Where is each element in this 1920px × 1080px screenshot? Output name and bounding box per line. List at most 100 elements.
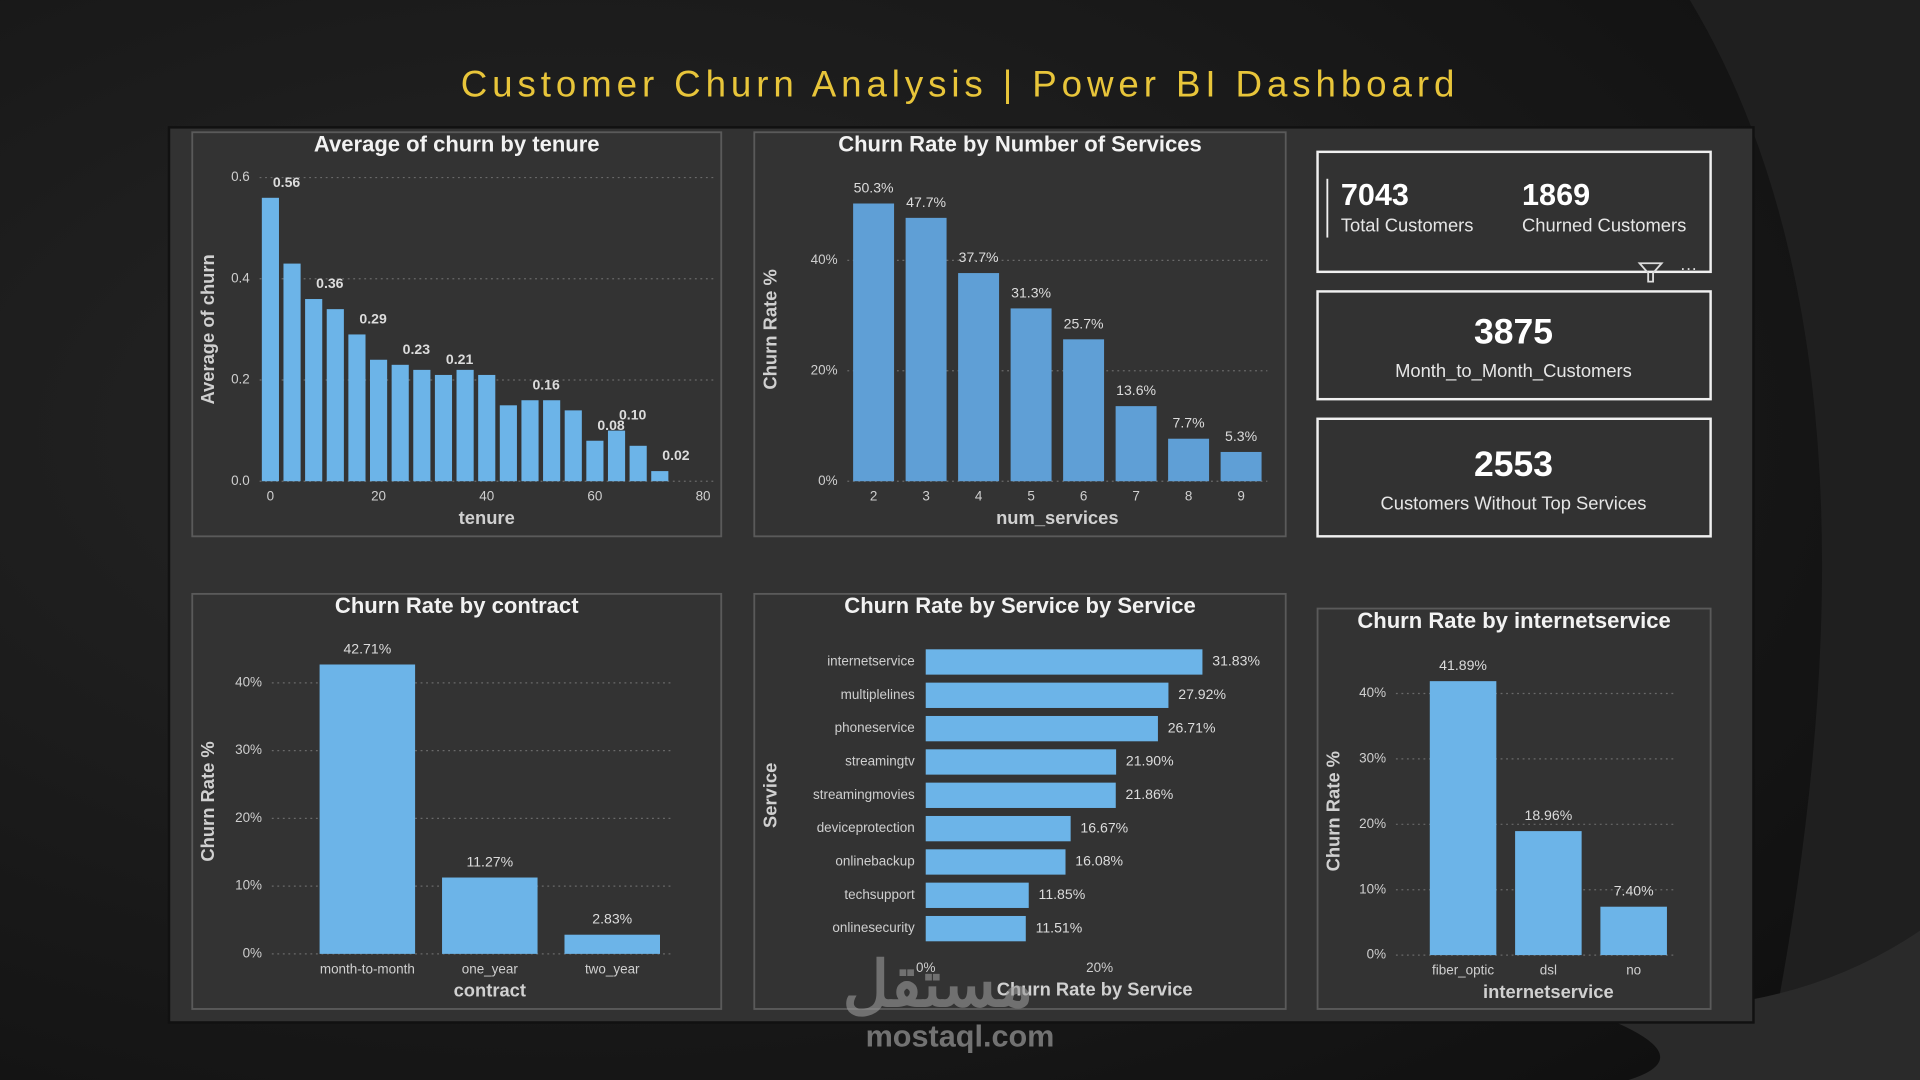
y-tick-label: 0%: [243, 945, 262, 960]
bar: [348, 334, 366, 482]
bar: [413, 369, 431, 482]
data-label: 31.83%: [1212, 653, 1260, 669]
data-label: 42.71%: [343, 641, 391, 657]
y-tick-label: streamingtv: [845, 754, 915, 769]
data-label: 11.27%: [466, 854, 513, 870]
data-label: 0.08: [597, 417, 625, 433]
bar: [442, 877, 538, 954]
data-label: 25.7%: [1064, 315, 1104, 331]
bar: [370, 359, 388, 482]
bar: [629, 445, 647, 482]
kpi-label: Churned Customers: [1522, 214, 1686, 235]
data-label: 0.02: [662, 447, 690, 463]
data-label: 50.3%: [854, 180, 894, 196]
x-tick-label: 9: [1237, 489, 1244, 504]
bar: [283, 263, 301, 482]
kpi-card: [1316, 417, 1712, 538]
x-axis-title: tenure: [459, 507, 515, 528]
x-tick-label: 6: [1080, 489, 1087, 504]
bar: [499, 405, 517, 482]
data-label: 0.23: [403, 341, 431, 357]
kpi-value: 1869: [1522, 178, 1590, 212]
y-tick-label: 0%: [818, 473, 837, 488]
kpi-label: Month_to_Month_Customers: [1395, 360, 1632, 382]
kpi-label: Total Customers: [1341, 214, 1474, 235]
data-label: 2.83%: [592, 911, 632, 927]
background-swoosh: [1689, 0, 1920, 1080]
y-tick-label: 0.2: [231, 372, 250, 387]
bar: [958, 273, 1000, 482]
bar: [925, 715, 1158, 742]
bar: [586, 440, 604, 482]
bar: [925, 882, 1029, 908]
y-tick-label: internetservice: [827, 654, 914, 669]
data-label: 0.29: [359, 310, 387, 326]
y-tick-label: 20%: [1359, 816, 1386, 831]
page-title: Customer Churn Analysis | Power BI Dashb…: [461, 64, 1460, 105]
x-axis-title: num_services: [996, 507, 1118, 528]
data-label: 5.3%: [1225, 428, 1258, 444]
x-tick-label: 2: [870, 489, 877, 504]
data-label: 7.7%: [1173, 415, 1206, 431]
bar: [1220, 451, 1262, 482]
bar: [434, 374, 453, 482]
data-label: 27.92%: [1178, 686, 1226, 702]
bar: [478, 374, 496, 482]
y-tick-label: 0%: [1367, 947, 1386, 962]
data-label: 13.6%: [1116, 382, 1156, 398]
bar: [1010, 308, 1052, 482]
data-label: 16.08%: [1075, 853, 1123, 869]
y-tick-label: 40%: [1359, 685, 1386, 700]
kpi-value: 7043: [1341, 178, 1409, 212]
bar: [925, 815, 1071, 842]
bar: [607, 430, 626, 482]
bar: [261, 197, 279, 482]
bar: [521, 400, 539, 482]
kpi-card: [1316, 290, 1712, 401]
data-label: 0.16: [532, 376, 560, 392]
y-tick-label: 10%: [235, 878, 262, 893]
y-tick-label: 30%: [235, 742, 262, 757]
bar: [1600, 906, 1667, 956]
bar: [925, 649, 1203, 675]
more-options[interactable]: ···: [1680, 258, 1697, 278]
y-tick-label: 0.6: [231, 169, 250, 184]
data-label: 41.89%: [1439, 657, 1487, 673]
data-label: 16.67%: [1080, 819, 1128, 835]
bar: [456, 369, 474, 482]
y-axis-title: Churn Rate %: [759, 269, 780, 389]
filter-icon[interactable]: [1637, 262, 1664, 283]
y-axis-title: Service: [759, 763, 780, 828]
data-label: 7.40%: [1614, 883, 1654, 899]
data-label: 21.90%: [1126, 753, 1174, 769]
x-tick-label: dsl: [1540, 963, 1557, 978]
y-tick-label: 40%: [235, 674, 262, 689]
bar: [925, 849, 1066, 875]
data-label: 0.56: [273, 174, 301, 190]
y-tick-label: 0.0: [231, 473, 250, 488]
data-label: 11.85%: [1039, 886, 1086, 902]
bar: [564, 934, 660, 954]
x-tick-label: 3: [922, 489, 929, 504]
y-tick-label: techsupport: [844, 887, 915, 902]
y-tick-label: phoneservice: [835, 720, 915, 735]
x-axis-title: Churn Rate by Service: [997, 978, 1193, 999]
bar: [925, 682, 1169, 708]
x-tick-label: month-to-month: [320, 961, 415, 976]
bar: [905, 217, 947, 482]
data-label: 37.7%: [959, 249, 999, 265]
x-axis-title: contract: [454, 980, 526, 1001]
x-tick-label: 40: [479, 489, 494, 504]
x-tick-label: 0%: [916, 960, 935, 975]
kpi-label: Customers Without Top Services: [1380, 492, 1646, 513]
x-tick-label: one_year: [462, 961, 519, 976]
chart-title: Average of churn by tenure: [314, 132, 600, 157]
x-tick-label: 8: [1185, 489, 1192, 504]
watermark-site: mostaql.com: [866, 1019, 1055, 1053]
chart-title: Churn Rate by contract: [335, 593, 579, 618]
y-tick-label: 20%: [811, 362, 838, 377]
y-tick-label: onlinebackup: [835, 854, 914, 869]
x-tick-label: no: [1626, 963, 1641, 978]
bar: [326, 309, 344, 482]
